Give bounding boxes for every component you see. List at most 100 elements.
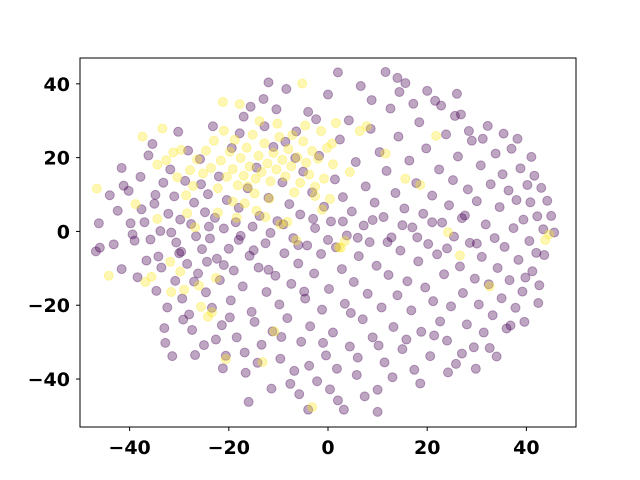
scatter-point <box>517 286 528 297</box>
scatter-point <box>471 196 482 207</box>
scatter-point <box>443 367 454 378</box>
scatter-point <box>393 131 404 142</box>
scatter-point <box>369 197 380 208</box>
scatter-point <box>482 120 493 131</box>
scatter-point <box>432 249 443 260</box>
scatter-point <box>520 272 531 283</box>
scatter-point <box>539 250 550 261</box>
scatter-point <box>327 159 338 170</box>
scatter-point <box>531 247 542 258</box>
scatter-point <box>513 254 524 265</box>
scatter-point <box>216 320 227 331</box>
scatter-point <box>259 121 270 132</box>
scatter-point <box>477 133 488 144</box>
scatter-point <box>221 195 232 206</box>
scatter-point <box>331 363 342 374</box>
scatter-point <box>364 237 375 248</box>
scatter-point <box>184 309 195 320</box>
scatter-point <box>192 154 203 165</box>
scatter-point <box>277 154 288 165</box>
scatter-point <box>237 281 248 292</box>
scatter-point <box>253 150 264 161</box>
scatter-point <box>130 199 141 210</box>
scatter-point <box>503 185 514 196</box>
scatter-point <box>175 214 186 225</box>
scatter-point <box>91 183 102 194</box>
scatter-point <box>189 276 200 287</box>
scatter-point <box>365 123 376 134</box>
scatter-point <box>170 275 181 286</box>
scatter-point <box>326 138 337 149</box>
scatter-point <box>496 293 507 304</box>
scatter-point <box>182 208 193 219</box>
scatter-point <box>332 67 343 78</box>
scatter-point <box>271 164 282 175</box>
scatter-point <box>366 95 377 106</box>
scatter-point <box>247 221 258 232</box>
scatter-point <box>428 296 439 307</box>
scatter-point <box>277 177 288 188</box>
scatter-point <box>112 205 123 216</box>
scatter-point <box>129 235 140 246</box>
scatter-point <box>510 302 521 313</box>
scatter-point <box>212 183 223 194</box>
scatter-point <box>260 238 271 249</box>
scatter-point <box>200 145 211 156</box>
scatter-point <box>323 89 333 100</box>
scatter-point <box>116 162 127 173</box>
scatter-point <box>249 316 260 327</box>
scatter-point <box>254 116 265 127</box>
scatter-point <box>304 360 315 371</box>
scatter-point <box>357 314 368 325</box>
scatter-point <box>448 231 459 242</box>
scatter-point <box>176 144 187 155</box>
scatter-point <box>166 286 177 297</box>
scatter-point <box>388 322 399 332</box>
scatter-point <box>246 306 257 317</box>
scatter-point <box>461 319 472 330</box>
scatter-point <box>449 110 460 121</box>
scatter-point <box>185 165 196 176</box>
scatter-point <box>213 171 224 182</box>
scatter-point <box>233 234 244 245</box>
scatter-point <box>317 304 328 315</box>
scatter-point <box>118 180 129 191</box>
scatter-point <box>330 117 341 128</box>
scatter-point <box>468 342 479 353</box>
scatter-point <box>238 111 249 122</box>
scatter-point <box>387 372 398 383</box>
scatter-point <box>395 245 406 256</box>
scatter-point <box>330 242 341 253</box>
scatter-point <box>235 153 246 163</box>
scatter-point <box>281 84 292 94</box>
scatter-point <box>450 358 461 369</box>
scatter-point <box>354 126 365 137</box>
scatter-point <box>263 264 274 275</box>
scatter-point <box>132 272 143 283</box>
scatter-point <box>390 188 401 199</box>
scatter-point <box>518 214 529 225</box>
scatter-point <box>293 258 304 269</box>
scatter-point <box>275 353 286 364</box>
scatter-point <box>337 216 348 227</box>
scatter-point <box>116 264 127 275</box>
scatter-point <box>262 158 273 169</box>
scatter-point <box>415 378 426 389</box>
scatter-point <box>298 136 309 147</box>
scatter-point <box>325 216 336 227</box>
scatter-point <box>323 283 334 294</box>
scatter-point <box>379 357 390 368</box>
scatter-point <box>329 174 340 185</box>
y-tick-label: 0 <box>57 221 70 243</box>
scatter-point <box>352 352 363 363</box>
scatter-point <box>407 222 418 233</box>
scatter-point <box>252 357 263 368</box>
scatter-point <box>90 246 101 257</box>
scatter-point <box>451 88 462 99</box>
scatter-point <box>344 341 355 352</box>
scatter-point <box>399 203 410 214</box>
scatter-point <box>238 170 249 181</box>
scatter-point <box>376 302 387 313</box>
scatter-point <box>206 307 217 318</box>
scatter-point <box>400 78 411 89</box>
